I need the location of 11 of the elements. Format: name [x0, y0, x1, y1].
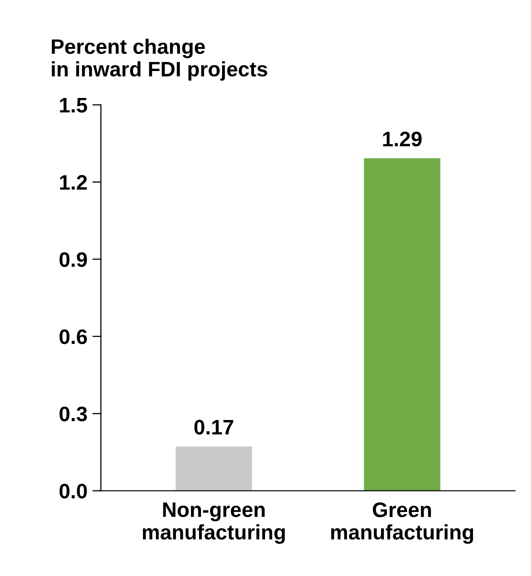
y-tick-label: 0.0 [60, 484, 87, 499]
y-tick-label: 0.3 [60, 406, 87, 422]
y-tick-label: 0.9 [60, 252, 87, 267]
chart-title: Percent change in inward FDI projects [52, 38, 268, 81]
x-tick-label: Non-green manufacturing [142, 502, 285, 544]
y-tick-label: 1.2 [60, 175, 87, 190]
y-tick-label: 1.5 [60, 98, 88, 113]
x-tick-label: Green manufacturing [331, 502, 474, 544]
data-label: 0.17 [194, 420, 234, 435]
data-label: 1.29 [383, 132, 422, 146]
y-tick-label: 0.6 [60, 329, 87, 344]
